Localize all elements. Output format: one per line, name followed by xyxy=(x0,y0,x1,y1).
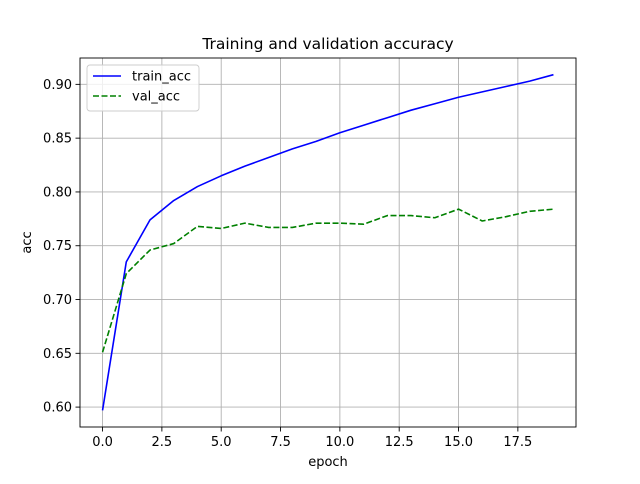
x-tick-label: 7.5 xyxy=(270,435,291,450)
y-tick-label: 0.90 xyxy=(43,78,72,93)
y-tick-label: 0.70 xyxy=(43,293,72,308)
x-axis-ticks: 0.0 2.5 5.0 7.5 10.0 12.5 15.0 17.5 xyxy=(92,427,532,450)
x-axis-label: epoch xyxy=(308,455,348,470)
x-tick-label: 0.0 xyxy=(92,435,113,450)
y-tick-label: 0.85 xyxy=(43,132,72,147)
legend-label-val-acc: val_acc xyxy=(132,90,180,105)
series-line-train-acc xyxy=(101,73,554,411)
x-tick-label: 5.0 xyxy=(211,435,232,450)
y-tick-label: 0.75 xyxy=(43,239,72,254)
chart-title: Training and validation accuracy xyxy=(201,35,453,53)
y-axis-label: acc xyxy=(20,231,35,253)
legend: train_acc val_acc xyxy=(86,64,200,112)
grid-lines xyxy=(80,58,576,427)
plot-frame xyxy=(79,57,577,428)
legend-label-train-acc: train_acc xyxy=(132,70,191,85)
series-lines xyxy=(101,73,554,411)
x-tick-label: 2.5 xyxy=(152,435,173,450)
y-axis-ticks: 0.60 0.65 0.70 0.75 0.80 0.85 0.90 xyxy=(43,78,80,416)
x-tick-label: 17.5 xyxy=(503,435,532,450)
y-tick-label: 0.80 xyxy=(43,185,72,200)
y-tick-label: 0.65 xyxy=(43,347,72,362)
x-tick-label: 15.0 xyxy=(444,435,473,450)
x-tick-label: 12.5 xyxy=(385,435,414,450)
x-tick-label: 10.0 xyxy=(325,435,354,450)
series-line-val-acc xyxy=(101,208,554,353)
y-tick-label: 0.60 xyxy=(43,401,72,416)
